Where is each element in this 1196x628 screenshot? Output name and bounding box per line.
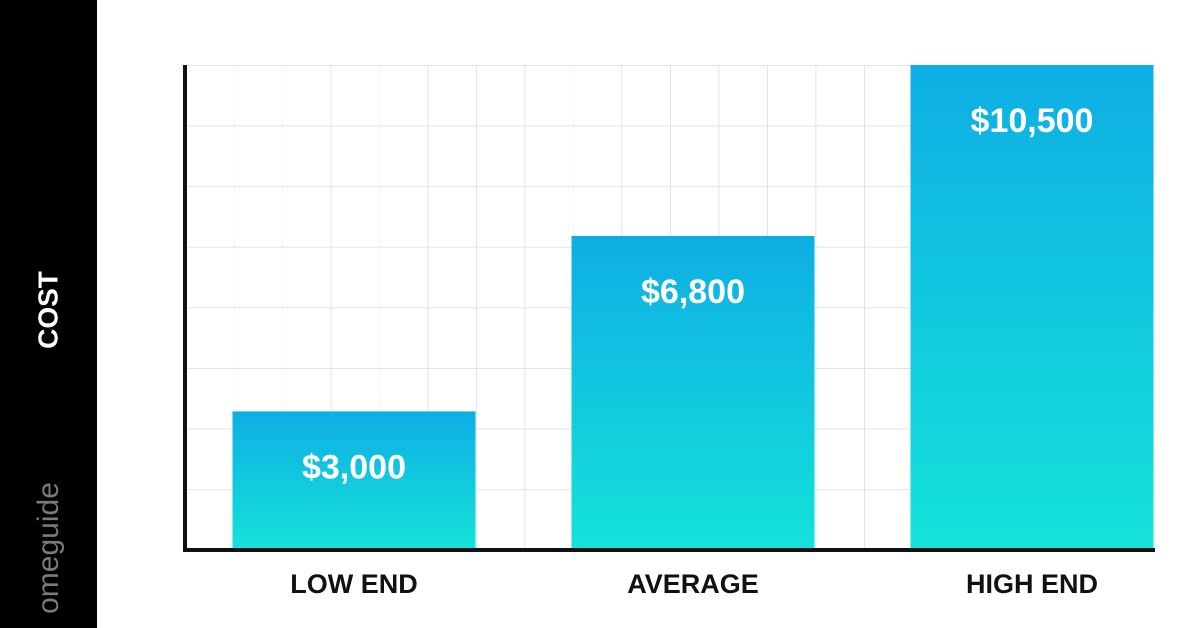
value-label: $6,800: [641, 273, 745, 311]
value-label: $3,000: [302, 448, 406, 486]
bar: [571, 235, 815, 550]
x-tick-label: AVERAGE: [627, 569, 759, 599]
side-strip: [0, 0, 97, 628]
y-axis-label: COST: [32, 271, 63, 349]
x-tick-label: LOW END: [290, 569, 418, 599]
watermark: omeguide: [32, 482, 65, 614]
bar: [232, 411, 476, 550]
bars: [232, 65, 1154, 550]
bar: [910, 65, 1154, 550]
value-label: $10,500: [971, 102, 1094, 140]
x-tick-label: HIGH END: [966, 569, 1098, 599]
